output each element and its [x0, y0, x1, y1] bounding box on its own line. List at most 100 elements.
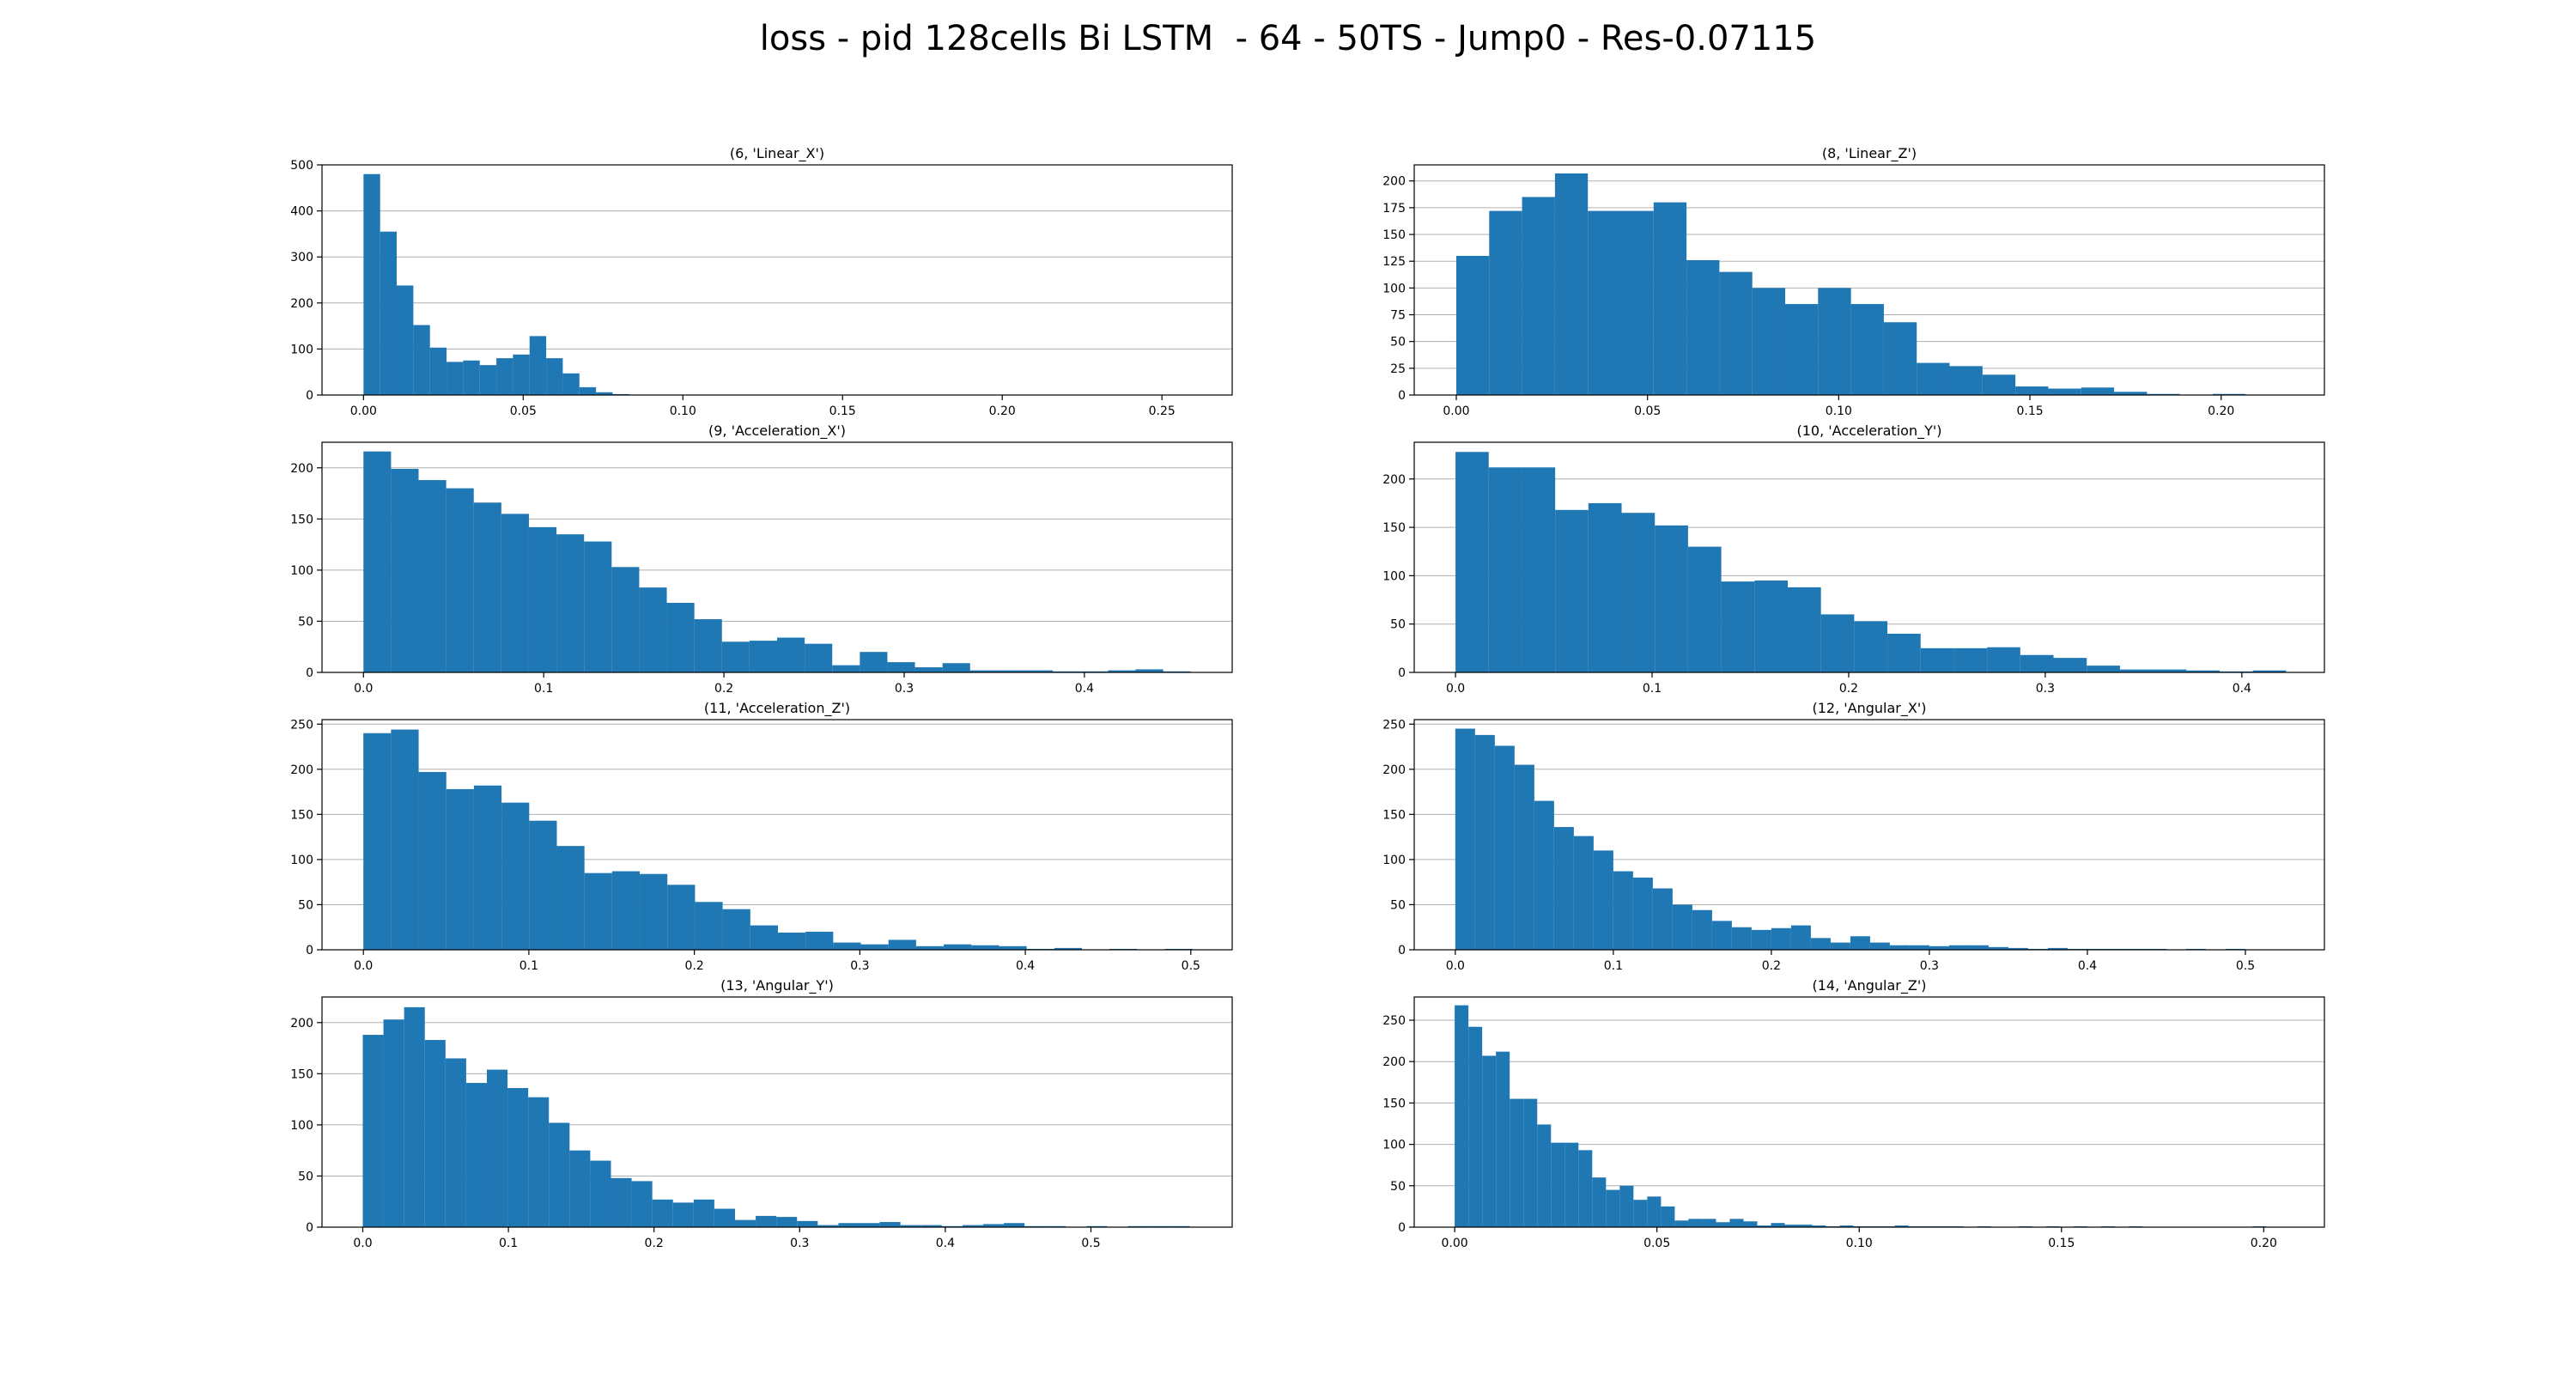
histogram-bar: [569, 1150, 591, 1227]
x-tick-label: 0.20: [2251, 1237, 2277, 1250]
histogram-bar: [529, 336, 547, 395]
histogram-bar: [429, 347, 447, 395]
histogram-bar: [2114, 392, 2148, 395]
histogram-bar: [1522, 467, 1556, 672]
histogram-bar: [1889, 945, 1910, 950]
y-tick-label: 50: [1390, 898, 1406, 912]
histogram-bar: [363, 733, 392, 950]
x-tick-label: 0.00: [1442, 1237, 1468, 1250]
histogram-bar: [1674, 1220, 1689, 1227]
histogram-bar: [404, 1006, 425, 1227]
histogram-bar: [1987, 647, 2020, 672]
histogram-bar: [1894, 1225, 1909, 1227]
x-tick-label: 0.2: [1762, 959, 1781, 973]
histogram-bar: [1820, 614, 1855, 672]
histogram-bar: [797, 1220, 818, 1227]
x-tick-label: 0.2: [1839, 682, 1858, 696]
histogram-bar: [1632, 877, 1653, 950]
histogram-bar: [486, 1069, 508, 1227]
histogram-bar: [445, 1058, 466, 1227]
histogram-bar: [590, 1160, 611, 1227]
histogram-bar: [1554, 173, 1589, 395]
x-tick-label: 0.4: [2233, 682, 2251, 696]
axes-frame: [321, 164, 1233, 396]
x-tick-label: 0.05: [510, 404, 537, 418]
histogram-bar: [1592, 1177, 1607, 1227]
histogram-bar: [1054, 947, 1083, 950]
histogram-bar: [1686, 259, 1720, 395]
histogram-bar: [631, 1181, 653, 1227]
y-tick-label: 200: [1382, 1055, 1406, 1069]
y-tick-label: 150: [290, 1067, 313, 1081]
histogram-bar: [528, 1097, 550, 1227]
histogram-bar: [611, 567, 640, 672]
histogram-bar: [805, 643, 833, 672]
histogram-bar: [1551, 1142, 1565, 1227]
histogram-bar: [1784, 1225, 1799, 1227]
panel-title: (11, 'Acceleration_Z'): [704, 700, 850, 717]
y-tick-label: 125: [1382, 255, 1406, 269]
histogram-bar: [391, 729, 419, 950]
y-tick-label: 100: [290, 343, 313, 356]
histogram-bar: [2153, 669, 2187, 672]
y-tick-label: 50: [298, 898, 313, 912]
histogram-bar: [1850, 936, 1870, 950]
histogram-bar: [1455, 728, 1475, 950]
histogram-bar: [362, 1035, 384, 1227]
histogram-bar: [2119, 669, 2154, 672]
histogram-bar: [2087, 666, 2120, 672]
histogram-bar: [556, 846, 585, 950]
histogram-bar: [1578, 1150, 1593, 1227]
histogram-bar: [1818, 288, 1851, 395]
y-tick-label: 200: [290, 462, 313, 476]
x-tick-label: 0.25: [1149, 404, 1176, 418]
histogram-bar: [556, 534, 585, 672]
x-tick-label: 0.3: [790, 1237, 809, 1250]
panel-title: (13, 'Angular_Y'): [720, 977, 834, 994]
histogram-bar: [672, 1202, 694, 1227]
histogram-bar: [2252, 670, 2287, 672]
x-tick-label: 0.2: [714, 682, 733, 696]
histogram-bar: [1850, 304, 1884, 395]
x-tick-label: 0.3: [1920, 959, 1939, 973]
histogram-bar: [1522, 197, 1555, 395]
histogram-bar: [832, 665, 860, 672]
histogram-bar: [2053, 658, 2087, 672]
histogram-bar: [997, 670, 1026, 672]
histogram-bar: [652, 1199, 673, 1227]
histogram-bar: [1716, 1222, 1730, 1227]
y-tick-label: 50: [298, 1170, 313, 1183]
axes-frame: [1413, 719, 2325, 951]
histogram-bar: [776, 1217, 798, 1227]
histogram-bar: [982, 1224, 1005, 1227]
histogram-bar: [2186, 670, 2220, 672]
histogram-bar: [383, 1019, 404, 1227]
histogram-bar: [1719, 271, 1753, 395]
histogram-bar: [513, 354, 530, 395]
y-tick-label: 100: [290, 854, 313, 867]
histogram-bar: [1771, 927, 1791, 950]
x-tick-label: 0.20: [989, 404, 1016, 418]
x-tick-label: 0.0: [354, 959, 373, 973]
histogram-bar: [1537, 1124, 1552, 1227]
histogram-bar: [529, 820, 557, 950]
x-tick-label: 0.5: [2236, 959, 2255, 973]
histogram-bar: [777, 933, 806, 950]
histogram-bar: [418, 480, 447, 672]
x-tick-label: 0.10: [670, 404, 696, 418]
histogram-bar: [942, 663, 970, 672]
histogram-bar: [397, 285, 414, 395]
panel-title: (14, 'Angular_Z'): [1813, 977, 1927, 994]
histogram-bar: [777, 637, 805, 672]
histogram-bar: [1633, 1200, 1648, 1227]
histogram-panel-1: (8, 'Linear_Z') 0 25 50 75 100 125 150 175 200 0.0…: [1382, 145, 2325, 418]
panel-title: (12, 'Angular_X'): [1813, 700, 1927, 717]
y-tick-label: 100: [1382, 282, 1406, 295]
y-tick-label: 75: [1390, 309, 1406, 323]
histogram-bar: [2212, 393, 2246, 395]
histogram-bar: [1687, 546, 1722, 672]
y-tick-label: 300: [290, 251, 313, 264]
histogram-bar: [693, 1199, 714, 1227]
y-tick-label: 250: [1382, 718, 1406, 732]
histogram-bar: [1655, 525, 1688, 672]
